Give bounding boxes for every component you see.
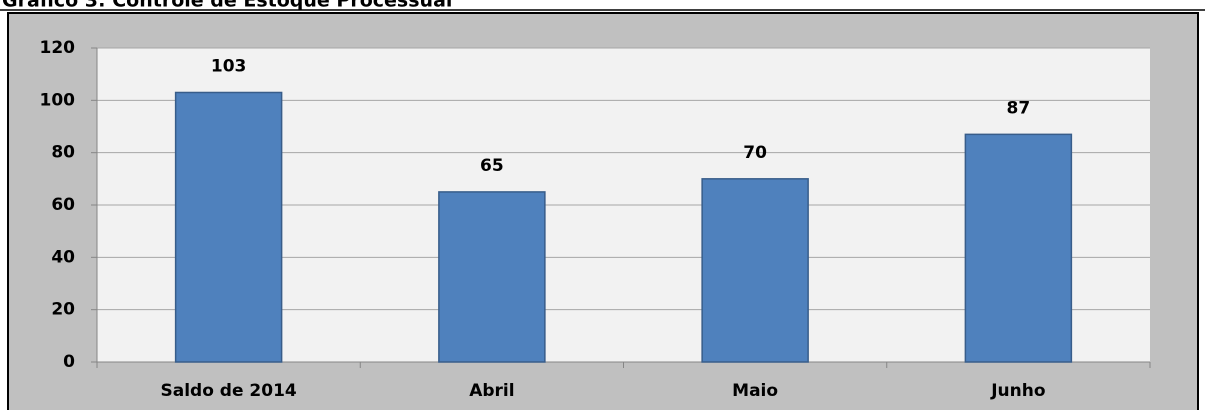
data-label: 70 [743,143,767,163]
bar [701,178,809,363]
y-tick-label: 40 [51,247,75,267]
x-tick-label: Abril [469,381,514,401]
x-tick-label: Maio [732,381,778,401]
y-tick-label: 20 [51,300,75,320]
y-tick-label: 120 [40,38,76,58]
bar [438,191,546,363]
x-tick-label: Saldo de 2014 [161,381,297,401]
y-tick-label: 60 [51,195,75,215]
bar [964,133,1073,363]
y-tick-label: 80 [51,143,75,163]
data-label: 87 [1007,98,1031,118]
x-tick-label: Junho [990,381,1045,401]
data-label: 103 [211,56,247,76]
y-tick-label: 0 [63,352,75,372]
y-tick-label: 100 [40,90,76,110]
bar [174,91,283,363]
data-label: 65 [480,156,504,176]
chart-title: Gráfico 3: Controle de Estoque Processua… [2,0,452,12]
